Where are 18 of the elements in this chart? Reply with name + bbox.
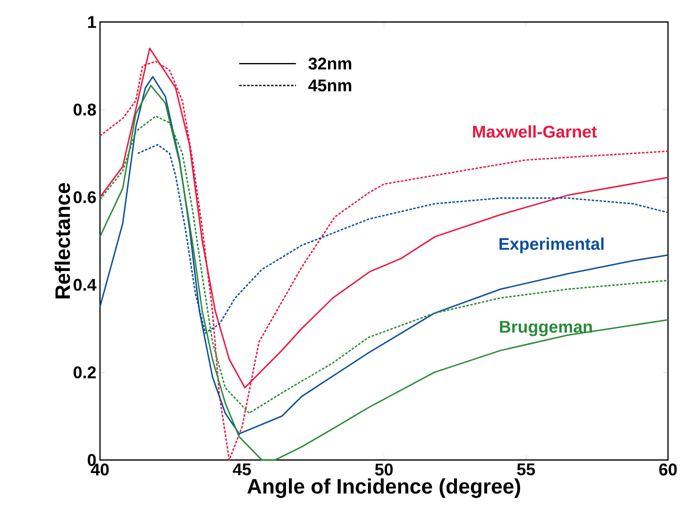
y-tick-label: 0.8 [74,104,96,116]
y-tick-label: 0.4 [74,278,96,291]
x-tick-label: 45 [232,464,251,476]
x-tick-label: 50 [375,464,393,476]
y-axis-title: Reflectance [54,183,70,298]
y-tick-label: 0 [88,454,96,466]
annotation: Bruggeman [500,320,592,336]
y-tick-label: 1 [88,16,96,28]
x-axis-title: Angle of Incidence (degree) [247,478,520,498]
x-tick-label: 55 [517,464,535,476]
annotation: 32nm [308,58,352,70]
y-tick-label: 0.2 [74,366,96,378]
annotation: Experimental [500,237,604,254]
annotation: 45nm [308,80,352,92]
x-tick-label: 60 [659,464,677,476]
x-tick-label: 40 [90,464,109,476]
annotation: Maxwell-Garnet [473,125,597,138]
y-tick-label: 0.6 [74,191,96,204]
